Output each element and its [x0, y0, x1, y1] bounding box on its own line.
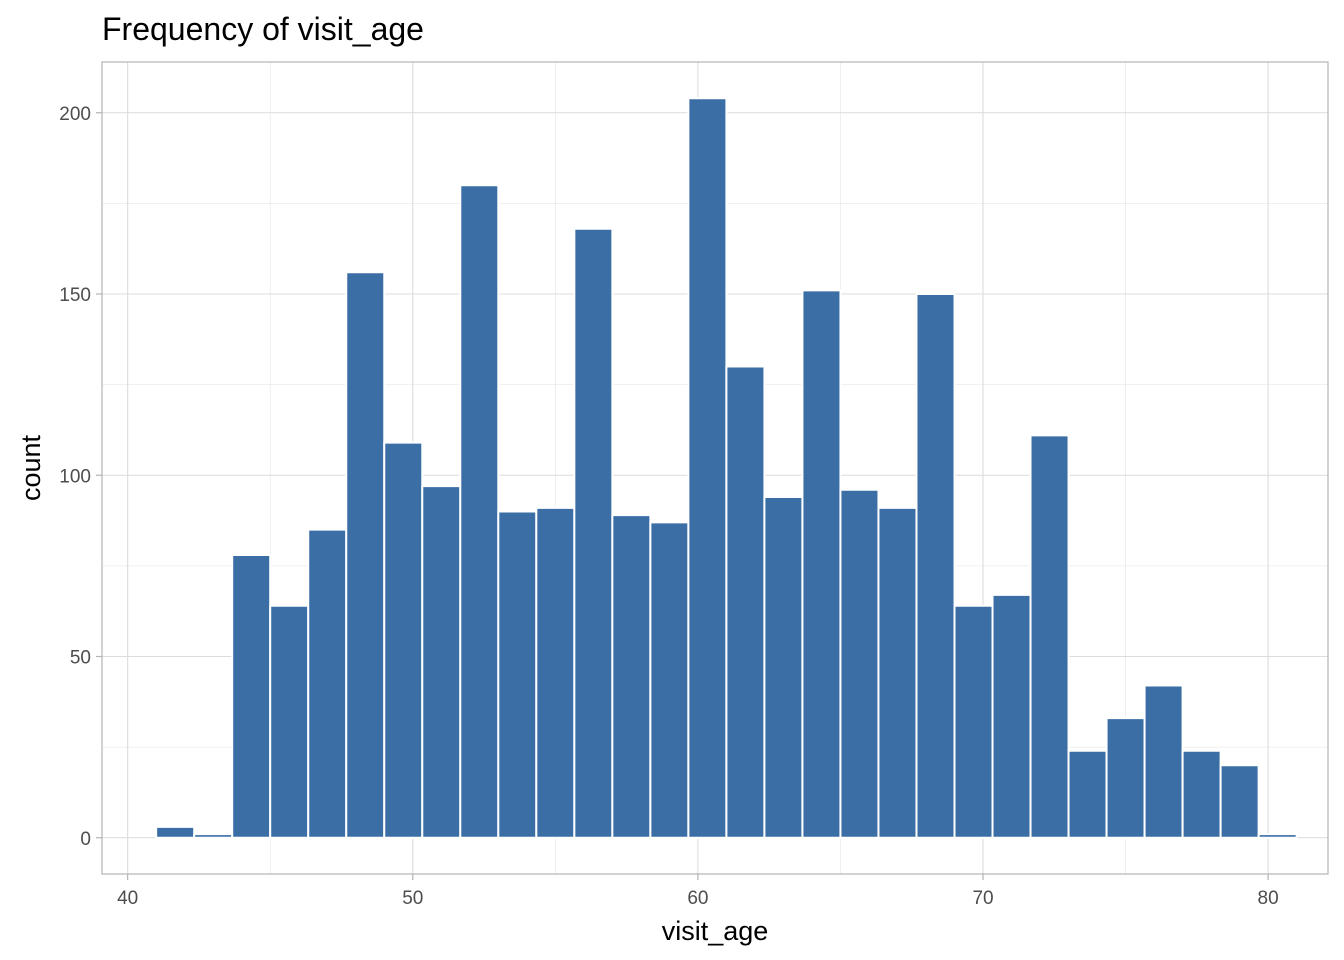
histogram-bar: [953, 604, 994, 839]
histogram-bar: [231, 554, 272, 839]
y-tick-label: 0: [80, 829, 91, 850]
y-tick-label: 50: [70, 648, 91, 669]
histogram-bars: [155, 97, 1298, 839]
histogram-bar: [687, 97, 728, 839]
histogram-bar: [345, 271, 386, 839]
x-axis-ticks: 40 50 60 70 80: [117, 874, 1279, 909]
histogram-bar: [421, 485, 462, 839]
histogram-bar: [611, 514, 652, 839]
histogram-bar: [459, 184, 500, 839]
x-tick-label: 80: [1258, 888, 1279, 909]
y-tick-label: 150: [59, 285, 91, 306]
y-tick-label: 100: [59, 466, 91, 487]
histogram-bar: [535, 506, 576, 839]
histogram-bar: [155, 825, 196, 839]
y-axis-title: count: [16, 434, 46, 501]
histogram-bar: [383, 441, 424, 839]
histogram-bar: [193, 833, 234, 839]
y-axis-ticks: 0 50 100 150 200: [59, 104, 102, 850]
histogram-bar: [1029, 434, 1070, 839]
histogram-bar: [1219, 764, 1260, 839]
histogram-bar: [573, 227, 614, 839]
histogram-bar: [649, 521, 690, 839]
histogram-bar: [725, 365, 766, 839]
histogram-bar: [991, 593, 1032, 839]
histogram-bar: [801, 289, 842, 839]
chart-title: Frequency of visit_age: [102, 11, 424, 47]
histogram-bar: [1257, 833, 1298, 839]
histogram-bar: [497, 510, 538, 839]
histogram-bar: [1143, 684, 1184, 839]
histogram-bar: [1105, 717, 1146, 839]
histogram-bar: [307, 528, 348, 839]
y-tick-label: 200: [59, 104, 91, 125]
histogram-bar: [877, 506, 918, 839]
x-tick-label: 60: [687, 888, 708, 909]
x-axis-title: visit_age: [662, 916, 769, 946]
histogram-bar: [763, 496, 804, 839]
histogram-bar: [1067, 749, 1108, 839]
panel-border: [101, 61, 1329, 875]
histogram-bar: [915, 293, 956, 839]
histogram-bar: [1181, 749, 1222, 839]
x-tick-label: 50: [402, 888, 423, 909]
x-tick-label: 70: [972, 888, 993, 909]
histogram-bar: [269, 604, 310, 839]
x-tick-label: 40: [117, 888, 138, 909]
histogram-bar: [839, 488, 880, 839]
